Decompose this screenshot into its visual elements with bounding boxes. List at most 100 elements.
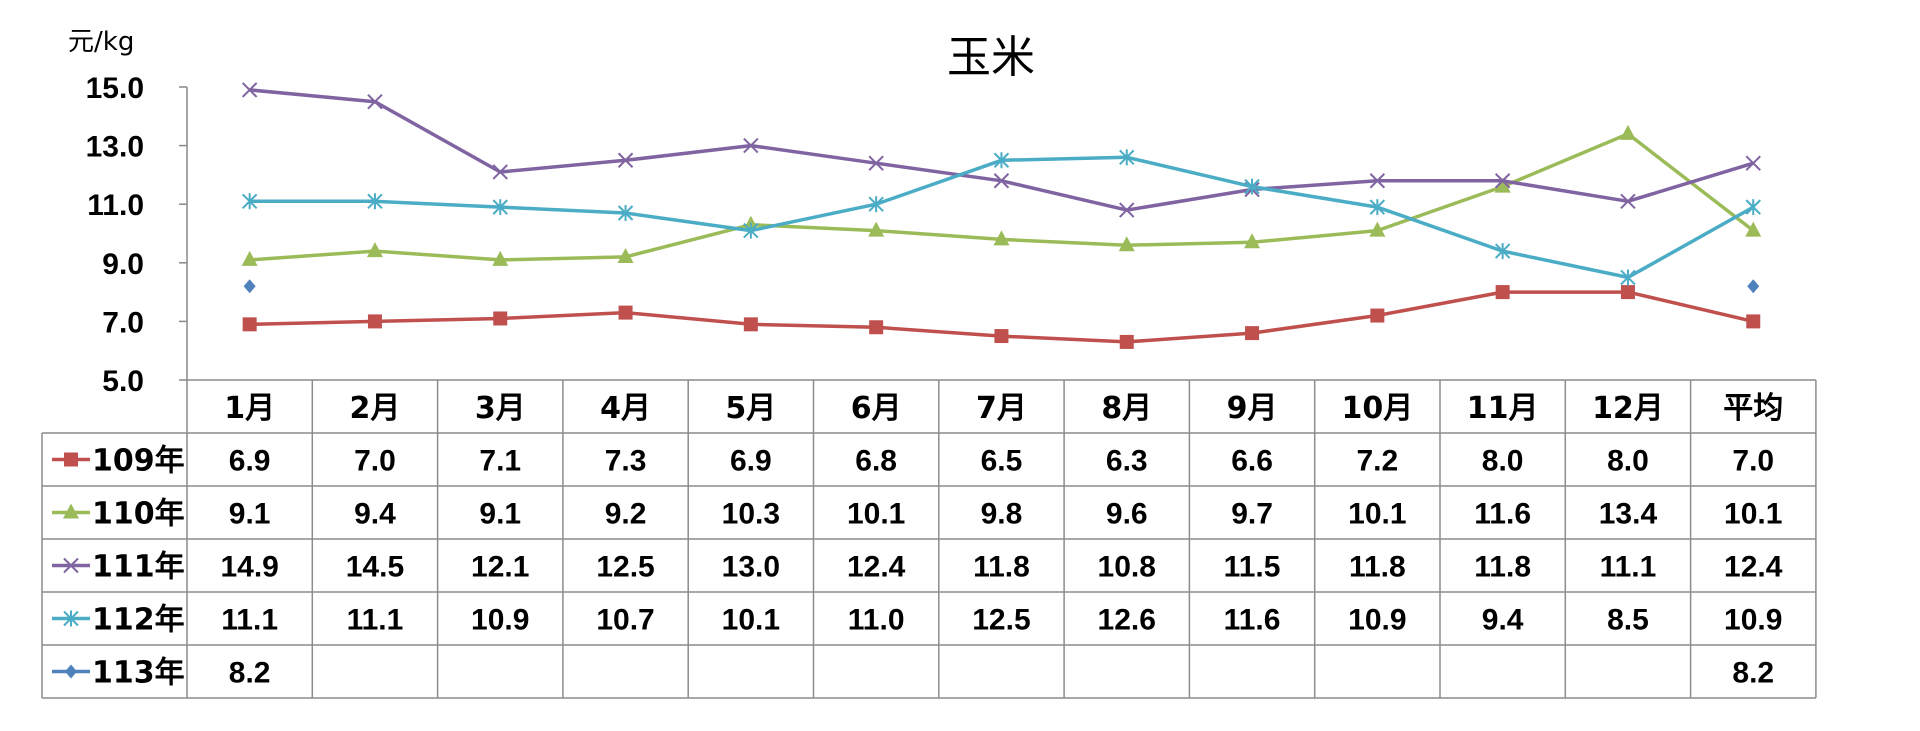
data-point [1745, 199, 1761, 216]
data-point [1118, 236, 1135, 252]
data-point [1620, 193, 1636, 209]
table-cell-value: 10.1 [1348, 498, 1406, 531]
legend-key: 113年 [52, 656, 185, 691]
legend-key: 110年 [52, 497, 185, 532]
table-cell-value: 13.0 [722, 551, 780, 584]
data-point [1119, 202, 1135, 218]
table-cell-value: 10.1 [1724, 498, 1782, 531]
table-cell-value: 9.8 [981, 498, 1023, 531]
table-cell-value: 8.0 [1607, 445, 1649, 478]
data-point [743, 137, 759, 154]
data-point [492, 164, 508, 180]
data-point [367, 314, 382, 329]
table-cell-value: 7.1 [479, 445, 521, 478]
data-point [617, 204, 634, 221]
series-111年 [241, 82, 1761, 218]
data-point [868, 221, 885, 237]
category-label: 1月 [224, 391, 275, 426]
table-cell-value: 9.1 [229, 498, 271, 531]
data-point [367, 193, 383, 210]
table-cell-value: 9.4 [354, 498, 396, 531]
data-table: 1月 2月 3月 4月 5月 6月 7月 8月 9月 10月 11月 12月 平均 109年 6.9 7.0 7… [41, 379, 1817, 699]
table-cell-value: 8.0 [1482, 445, 1524, 478]
data-point [743, 317, 758, 332]
table-cell-value: 7.0 [354, 445, 396, 478]
legend-label: 112年 [92, 603, 185, 638]
axes: 15.0 13.0 11.0 9.0 7.0 5.0 [86, 72, 188, 398]
data-point [1119, 149, 1135, 166]
data-point [1119, 334, 1134, 349]
data-point [743, 222, 759, 239]
table-cell-value: 6.3 [1106, 445, 1148, 478]
data-point [241, 250, 258, 266]
category-label: 10月 [1341, 391, 1413, 426]
data-point [1620, 285, 1635, 300]
legend-key: 111年 [52, 550, 185, 585]
data-point [492, 199, 508, 216]
table-cell-value: 9.4 [1482, 604, 1524, 637]
table-cell-value: 10.7 [596, 604, 654, 637]
data-point [1495, 285, 1510, 300]
legend-label: 110年 [92, 497, 185, 532]
table-cell-value: 12.4 [847, 551, 906, 584]
legend-label: 109年 [92, 444, 185, 479]
table-cell-value: 10.1 [847, 498, 905, 531]
legend-label: 113年 [92, 656, 185, 691]
table-cell-value: 11.1 [221, 604, 278, 637]
data-point [869, 320, 884, 335]
y-tick-label: 9.0 [102, 248, 144, 281]
data-point [243, 279, 256, 294]
table-cell-value: 12.1 [471, 551, 529, 584]
table-cell-value: 10.3 [722, 498, 780, 531]
table-cell-value: 9.7 [1231, 498, 1273, 531]
table-cell-value: 7.0 [1732, 445, 1774, 478]
series-112年 [241, 149, 1761, 286]
legend-marker [64, 452, 78, 467]
table-cell-value: 11.0 [848, 604, 905, 637]
table-cell-value: 10.8 [1098, 551, 1156, 584]
y-tick-label: 7.0 [102, 306, 144, 339]
data-point [1370, 308, 1385, 323]
series-line [249, 88, 1754, 212]
data-point [367, 93, 383, 110]
series-113年 [243, 279, 1760, 294]
category-label: 4月 [600, 391, 651, 426]
y-tick-label: 11.0 [87, 189, 144, 222]
y-tick-label: 13.0 [86, 131, 144, 164]
data-point [242, 317, 257, 332]
table-cell-value: 11.6 [1224, 604, 1281, 637]
data-point [366, 242, 383, 258]
table-cell-value: 11.8 [1474, 551, 1531, 584]
table-cell-value: 11.1 [1600, 551, 1657, 584]
data-point [241, 82, 258, 98]
table-cell-value: 11.1 [347, 604, 404, 637]
y-axis-unit-label: 元/kg [68, 27, 134, 57]
data-point [1369, 221, 1386, 237]
legend-key: 112年 [52, 603, 185, 638]
category-label: 7月 [976, 391, 1027, 426]
category-label: 3月 [475, 391, 526, 426]
table-cell-value: 8.2 [229, 657, 271, 690]
data-point [1745, 221, 1762, 237]
data-point [617, 247, 634, 263]
data-point [1494, 177, 1511, 193]
data-point [1746, 314, 1761, 329]
data-point [868, 196, 884, 213]
table-cell-value: 6.9 [730, 445, 772, 478]
category-label: 6月 [851, 391, 902, 426]
y-tick-label: 5.0 [102, 365, 144, 398]
table-cell-value: 8.2 [1732, 657, 1774, 690]
category-label: 11月 [1467, 391, 1539, 426]
series-109年 [242, 285, 1761, 349]
y-tick-label: 15.0 [86, 72, 144, 105]
legend-label: 111年 [92, 550, 185, 585]
data-point [1244, 233, 1261, 249]
data-point [868, 155, 884, 171]
data-point [1745, 155, 1761, 171]
table-cell-value: 6.8 [855, 445, 897, 478]
table-cell-value: 10.9 [1348, 604, 1406, 637]
data-point [617, 152, 634, 168]
table-cell-value: 10.9 [471, 604, 529, 637]
table-cell-value: 9.1 [479, 498, 521, 531]
